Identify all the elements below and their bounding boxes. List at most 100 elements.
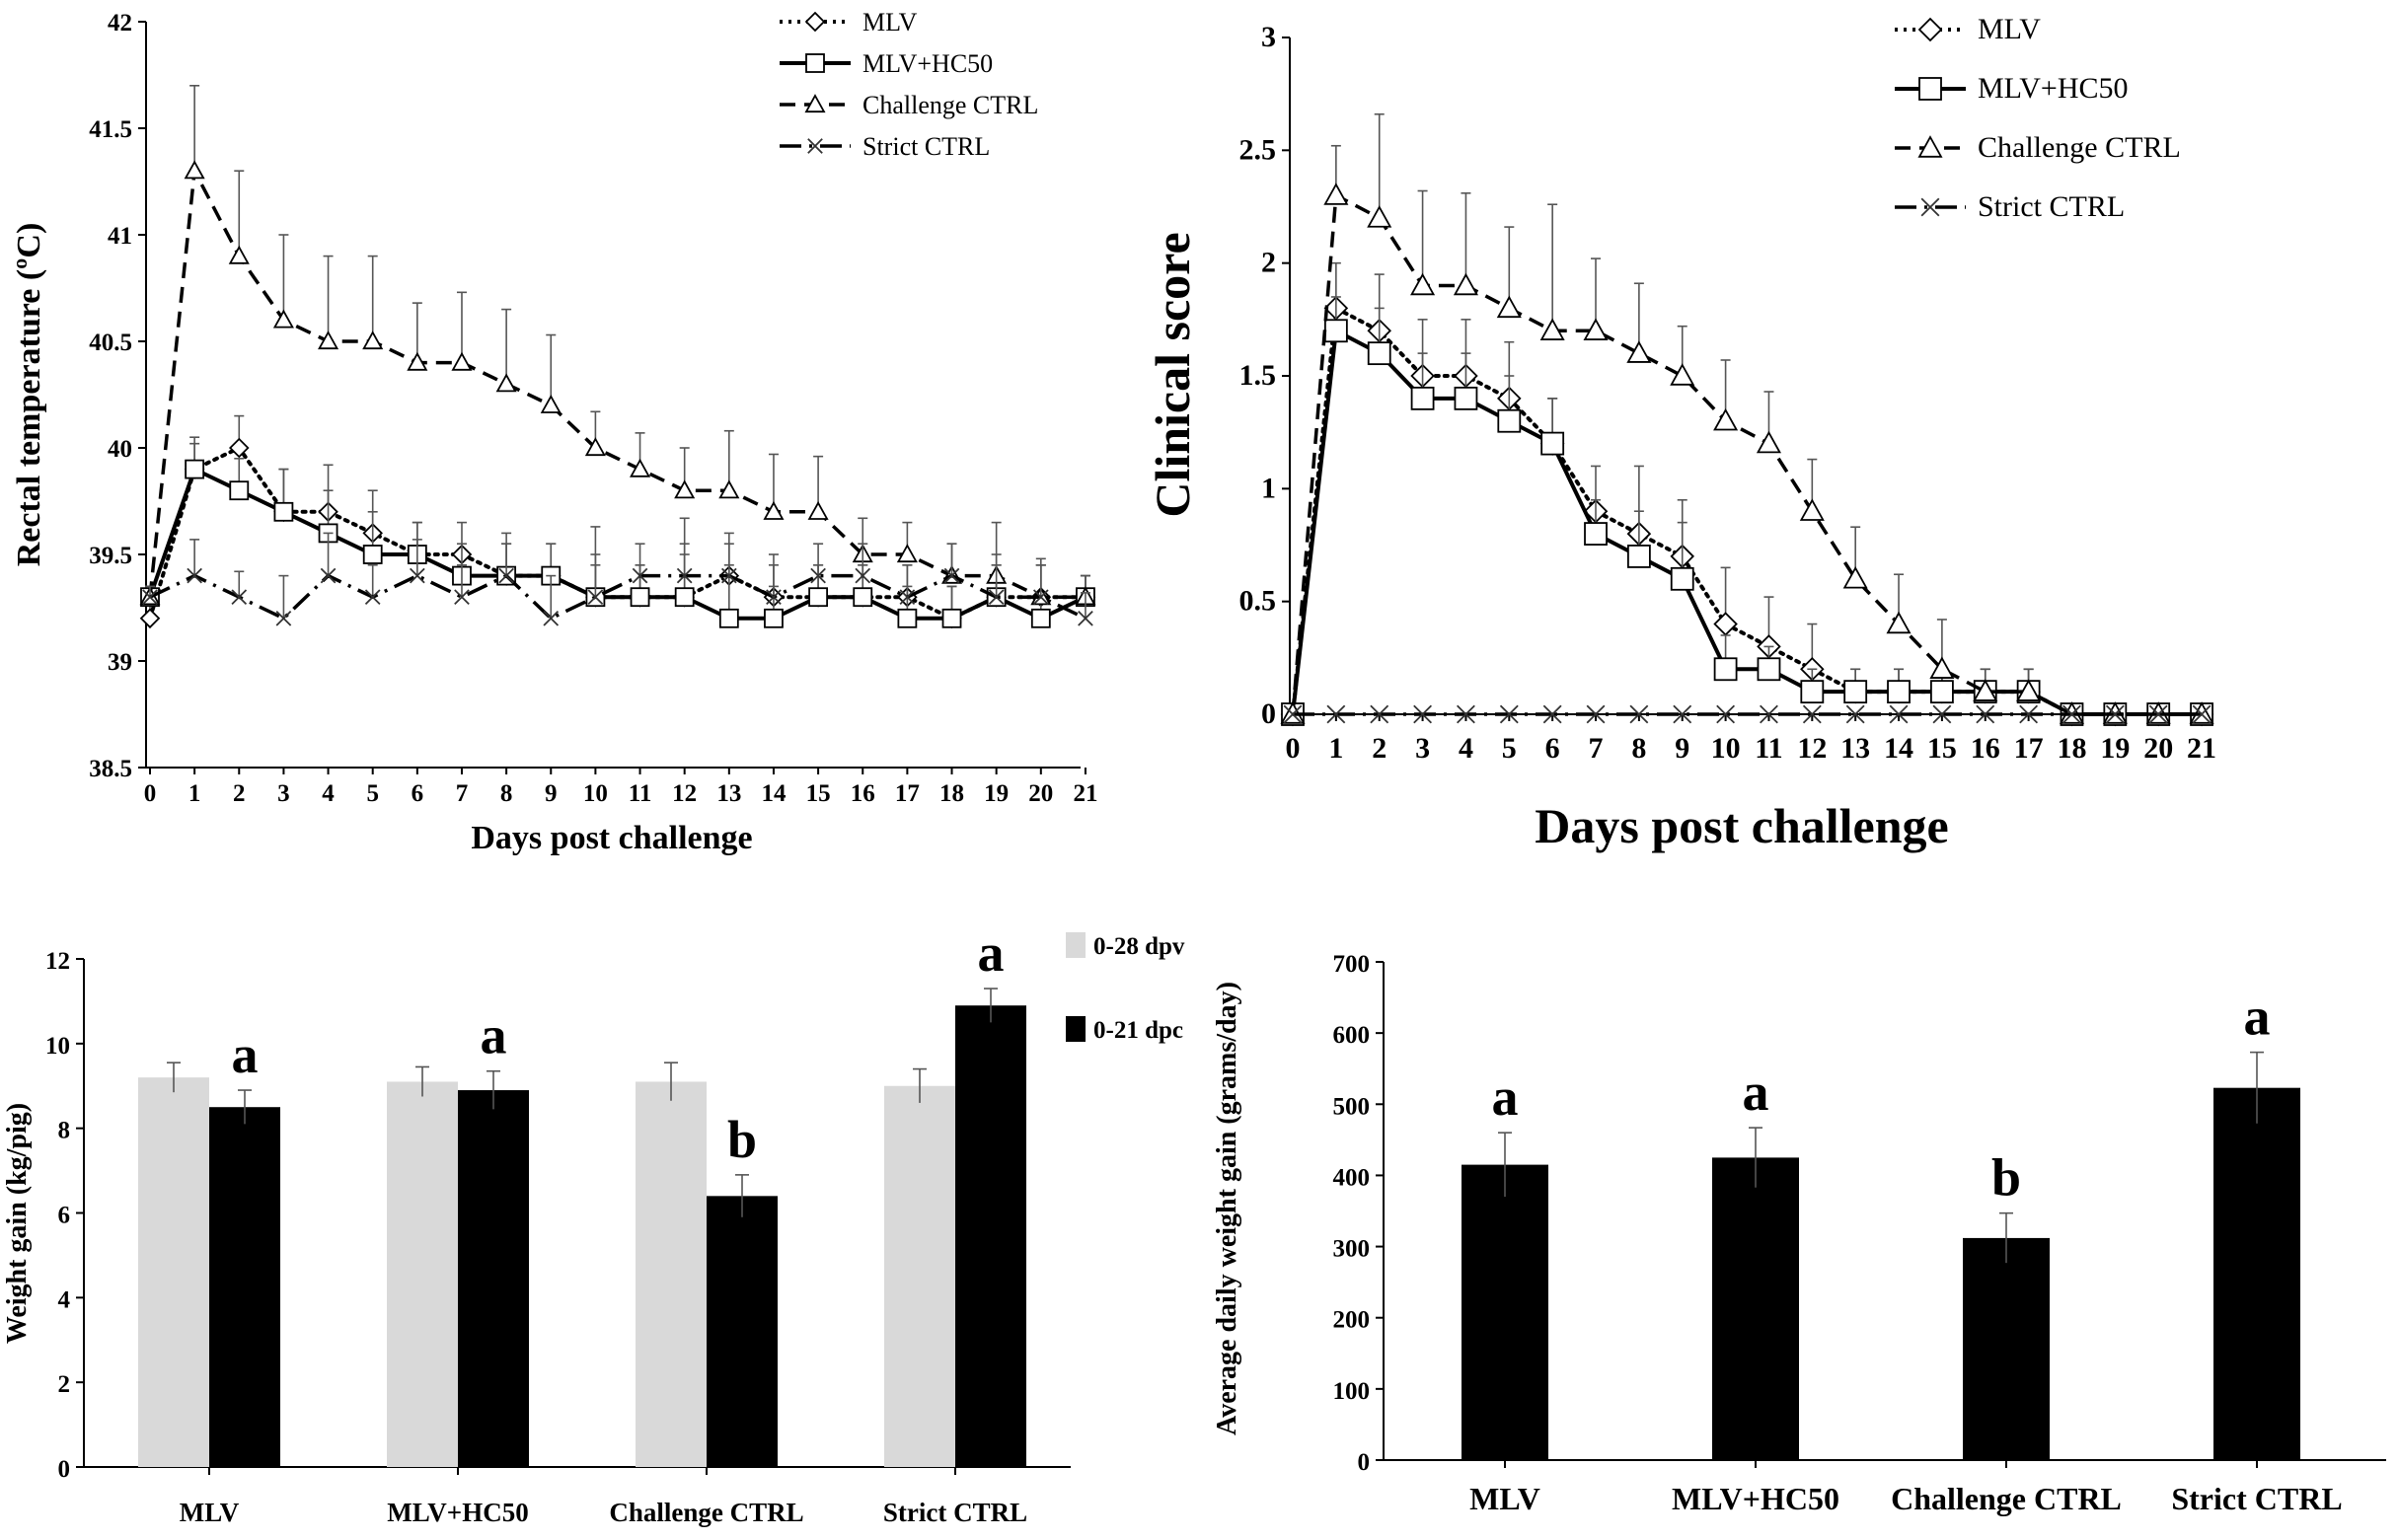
x-tick-label: 7 bbox=[1589, 732, 1604, 765]
y-tick-label: 0 bbox=[58, 1456, 71, 1483]
y-tick-label: 39.5 bbox=[89, 543, 132, 569]
triangle-marker bbox=[1929, 656, 1955, 679]
x-tick-label: 0 bbox=[1286, 732, 1301, 765]
bar bbox=[387, 1081, 458, 1467]
x-tick-label: 16 bbox=[851, 780, 875, 807]
y-tick-label: 1 bbox=[1261, 472, 1276, 504]
legend: 0-28 dpv 0-21 dpc bbox=[1066, 932, 1185, 1044]
triangle-marker bbox=[495, 373, 517, 393]
triangle-marker bbox=[1626, 340, 1652, 363]
x-marker bbox=[1413, 704, 1433, 724]
legend-label: MLV bbox=[1978, 13, 2041, 45]
x-marker bbox=[1845, 704, 1865, 724]
y-tick-label: 100 bbox=[1333, 1378, 1371, 1405]
legend-label: MLV+HC50 bbox=[1978, 72, 2129, 105]
y-tick-label: 2 bbox=[1261, 247, 1276, 279]
category-label: MLV bbox=[180, 1498, 240, 1527]
x-tick-label: 6 bbox=[1545, 732, 1560, 765]
triangle-marker bbox=[1410, 272, 1436, 296]
triangle-marker bbox=[540, 394, 562, 413]
triangle-marker bbox=[184, 160, 205, 180]
category-labels: MLV MLV+HC50 Challenge CTRL Strict CTRL bbox=[180, 1498, 1027, 1527]
y-tick-label: 2.5 bbox=[1239, 133, 1277, 166]
x-marker bbox=[676, 567, 693, 584]
diamond-marker bbox=[229, 437, 250, 459]
square-marker bbox=[1713, 657, 1738, 682]
square-marker bbox=[1584, 522, 1608, 546]
bar bbox=[1963, 1237, 2050, 1460]
x-marker bbox=[1932, 704, 1952, 724]
square-marker bbox=[1410, 386, 1435, 410]
significance-letter: b bbox=[1991, 1148, 2021, 1208]
x-tick-label: 8 bbox=[1631, 732, 1646, 765]
y-tick-labels: 0 100 200 300 400 500 600 700 bbox=[1333, 951, 1384, 1476]
category-label: Challenge CTRL bbox=[609, 1498, 803, 1527]
square-marker bbox=[1918, 77, 1942, 101]
triangle-marker bbox=[1583, 318, 1609, 340]
x-marker bbox=[2105, 704, 2125, 724]
y-axis-title: Average daily weight gain (grams/day) bbox=[1212, 982, 1242, 1435]
x-marker bbox=[1889, 704, 1909, 724]
y-axis-title: Rectal temperature (ºC) bbox=[11, 223, 47, 567]
y-axis-title: Weight gain (kg/pig) bbox=[2, 1103, 33, 1344]
series-strict-ctrl bbox=[142, 532, 1093, 626]
square-marker bbox=[229, 480, 250, 501]
x-marker bbox=[1370, 704, 1389, 724]
x-tick-labels: 0 1 2 3 4 5 6 7 8 9 10 11 12 13 14 15 16 17 18 19 20 21 bbox=[1286, 714, 2216, 765]
x-tick-label: 2 bbox=[1372, 732, 1387, 765]
series-group bbox=[139, 85, 1096, 629]
x-marker bbox=[1629, 704, 1649, 724]
y-axis-title: Clinical score bbox=[1145, 232, 1200, 517]
x-marker bbox=[632, 567, 648, 584]
x-marker bbox=[1032, 589, 1049, 606]
significance-letter: a bbox=[1492, 1067, 1519, 1127]
x-tick-label: 21 bbox=[2187, 732, 2216, 765]
series-challenge-ctrl bbox=[1280, 112, 2214, 724]
adg-chart: 0 100 200 300 400 500 600 700 a a b a MLV MLV+HC50 C… bbox=[1212, 951, 2386, 1516]
series-line bbox=[148, 466, 1087, 622]
x-tick-label: 4 bbox=[322, 780, 335, 807]
x-marker bbox=[1976, 704, 1995, 724]
triangle-marker bbox=[1756, 430, 1781, 454]
x-tick-label: 10 bbox=[583, 780, 608, 807]
x-tick-label: 10 bbox=[1711, 732, 1741, 765]
category-label: Strict CTRL bbox=[883, 1498, 1027, 1527]
square-marker bbox=[1030, 608, 1051, 628]
legend-swatch bbox=[1066, 1016, 1086, 1042]
x-tick-label: 13 bbox=[1840, 732, 1870, 765]
y-tick-labels: 38.5 39 39.5 40 40.5 41 41.5 42 bbox=[89, 10, 146, 782]
bar bbox=[138, 1077, 209, 1467]
x-tick-label: 11 bbox=[1755, 732, 1782, 765]
bar bbox=[636, 1081, 707, 1467]
weight-gain-chart: 0 2 4 6 8 10 12 a a b a MLV MLV+HC50 Challenge CTRL… bbox=[2, 923, 1185, 1527]
x-tick-label: 21 bbox=[1073, 780, 1097, 807]
bars-group: a a b a bbox=[1462, 988, 2300, 1468]
legend-label: MLV+HC50 bbox=[862, 49, 993, 78]
legend-label: Challenge CTRL bbox=[1978, 131, 2181, 164]
y-tick-label: 500 bbox=[1333, 1093, 1371, 1120]
clinical-score-chart: 00.511.522.53 0 1 2 3 4 5 6 7 8 9 10 11 12 13 14 15 16 17… bbox=[1145, 13, 2216, 853]
x-tick-label: 5 bbox=[366, 780, 379, 807]
x-tick-label: 3 bbox=[277, 780, 290, 807]
triangle-marker bbox=[318, 330, 339, 350]
significance-letter: a bbox=[481, 1006, 507, 1065]
x-tick-label: 12 bbox=[672, 780, 697, 807]
triangle-marker bbox=[2016, 679, 2042, 701]
square-marker bbox=[1367, 341, 1391, 366]
square-marker bbox=[1930, 680, 1954, 704]
triangle-marker bbox=[451, 351, 473, 371]
series-line bbox=[149, 573, 1087, 621]
square-marker bbox=[1323, 319, 1348, 343]
square-marker bbox=[1800, 680, 1825, 704]
square-marker bbox=[1757, 657, 1781, 682]
x-marker bbox=[543, 610, 560, 626]
x-marker bbox=[720, 567, 737, 584]
triangle-marker bbox=[1453, 272, 1478, 296]
x-marker bbox=[766, 589, 782, 606]
triangle-marker bbox=[1539, 318, 1565, 340]
x-tick-label: 9 bbox=[1675, 732, 1689, 765]
x-tick-label: 19 bbox=[984, 780, 1009, 807]
y-tick-label: 600 bbox=[1333, 1022, 1371, 1049]
